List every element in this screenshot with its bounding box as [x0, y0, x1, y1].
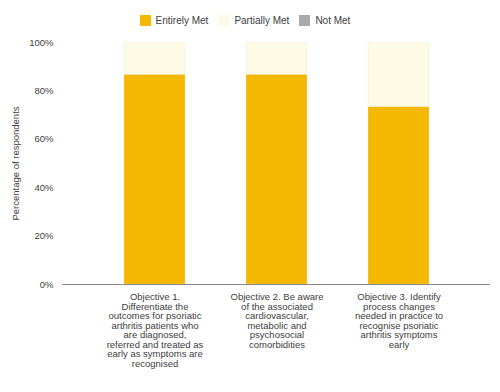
svg-text:Objective 3. Identifyprocess c: Objective 3. Identifyprocess changesneed… [355, 291, 443, 350]
svg-text:60%: 60% [34, 133, 54, 144]
html-text:Entirely Met: Entirely Met [155, 15, 209, 26]
svg-text:100%: 100% [29, 37, 54, 48]
svg-text:Objective 2. Be awareof the as: Objective 2. Be awareof the associatedca… [231, 291, 324, 350]
html-text:Not Met: Not Met [315, 15, 351, 26]
html-text:Partially Met: Partially Met [234, 15, 290, 26]
svg-text:Percentage of respondents: Percentage of respondents [10, 106, 21, 220]
svg-text:20%: 20% [34, 230, 54, 241]
svg-text:0%: 0% [40, 279, 54, 290]
svg-text:Objective 1.Differentiate theo: Objective 1.Differentiate theoutcomes fo… [107, 291, 204, 369]
svg-text:80%: 80% [34, 85, 54, 96]
svg-text:40%: 40% [34, 182, 54, 193]
